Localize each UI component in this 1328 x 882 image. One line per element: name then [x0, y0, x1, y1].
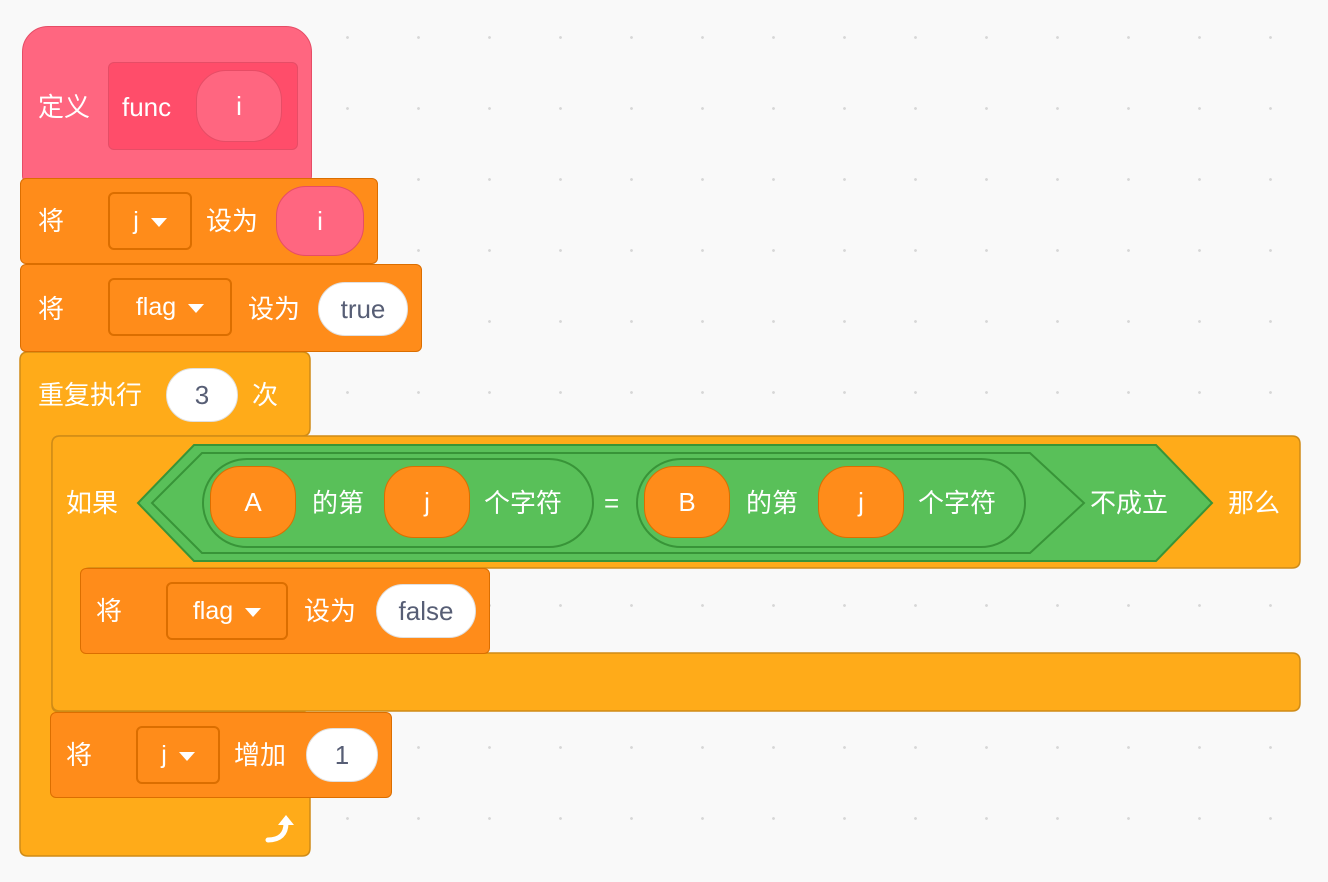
variable-name: j [161, 740, 167, 769]
equals-operator: = [604, 488, 620, 518]
if-keyword: 如果 [66, 488, 119, 518]
set-flag-false-keyword: 将 [96, 596, 123, 626]
set-j-label: 设为 [206, 206, 259, 236]
set-flag-keyword: 将 [38, 294, 65, 324]
variable-name: j [133, 206, 139, 235]
repeat-suffix: 次 [252, 380, 279, 410]
define-keyword: 定义 [38, 92, 91, 122]
change-j-label: 增加 [234, 740, 287, 770]
variable-dropdown-flag-2[interactable]: flag [166, 582, 288, 640]
variable-name: flag [135, 292, 177, 321]
dropdown-triangle-icon [245, 607, 262, 617]
variable-dropdown-flag[interactable]: flag [108, 278, 232, 336]
string-a-reporter[interactable]: A [210, 466, 296, 538]
change-value-input[interactable]: 1 [306, 728, 378, 782]
dropdown-triangle-icon [188, 303, 205, 313]
string-b-reporter[interactable]: B [644, 466, 730, 538]
letter-of-right-char: 个字符 [918, 488, 997, 518]
not-label: 不成立 [1090, 488, 1169, 518]
repeat-label: 重复执行 [38, 380, 143, 410]
set-j-keyword: 将 [38, 206, 65, 236]
change-j-keyword: 将 [66, 740, 93, 770]
func-name: func [122, 92, 172, 122]
dropdown-triangle-icon [178, 751, 195, 761]
dropdown-triangle-icon [150, 217, 167, 227]
set-flag-label: 设为 [248, 294, 301, 324]
i-reporter[interactable]: i [276, 186, 364, 256]
letter-of-right-text: 的第 [746, 488, 799, 518]
variable-name: flag [192, 596, 234, 625]
variable-dropdown-j[interactable]: j [108, 192, 192, 250]
letter-of-left-text: 的第 [312, 488, 365, 518]
value-true-input[interactable]: true [318, 282, 408, 336]
value-false-input[interactable]: false [376, 584, 476, 638]
param-i-reporter[interactable]: i [196, 70, 282, 142]
letter-of-left-char: 个字符 [484, 488, 563, 518]
set-flag-false-label: 设为 [304, 596, 357, 626]
then-keyword: 那么 [1228, 488, 1281, 518]
index-j-left-reporter[interactable]: j [384, 466, 470, 538]
loop-arrow-icon [265, 815, 294, 843]
variable-dropdown-j-2[interactable]: j [136, 726, 220, 784]
repeat-count-input[interactable]: 3 [166, 368, 238, 422]
index-j-right-reporter[interactable]: j [818, 466, 904, 538]
